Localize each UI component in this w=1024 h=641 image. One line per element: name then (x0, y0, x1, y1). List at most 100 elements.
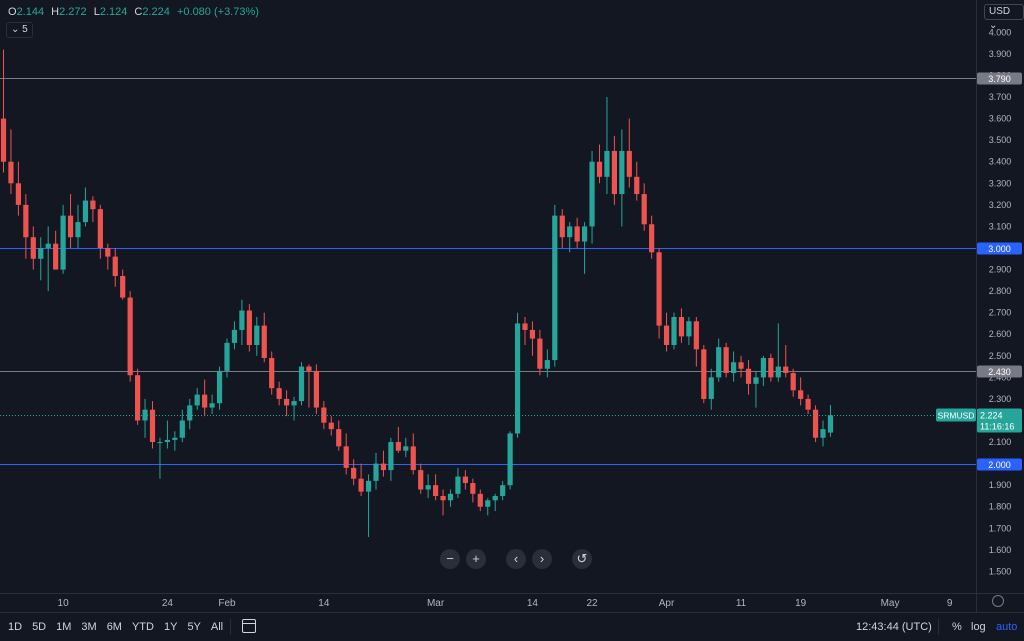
time-range-selector: 1D 5D 1M 3M 6M YTD 1Y 5Y All (8, 621, 223, 633)
utc-time[interactable]: 12:43:44 (UTC) (856, 621, 932, 633)
candle-body (678, 316, 685, 337)
indicator-toggle-button[interactable]: ⌄ 5 (6, 22, 33, 38)
candle-body (686, 321, 692, 337)
change-value: +0.080 (+3.73%) (176, 6, 259, 18)
candle-body (649, 224, 655, 253)
candle-body (298, 366, 305, 402)
candle-body (611, 150, 617, 195)
candle-body (641, 194, 647, 225)
price-tick-label: 1.700 (989, 523, 1012, 533)
price-tick-label: 3.100 (989, 221, 1012, 231)
high-value: 2.272 (59, 6, 87, 18)
candle-body (365, 480, 372, 492)
candle-body (783, 366, 789, 374)
candle-body (172, 437, 178, 440)
candle-body (604, 150, 610, 177)
candle-body (239, 310, 245, 330)
candle-body (507, 433, 513, 486)
price-tick-label: 3.900 (989, 49, 1012, 59)
time-tick-label: 19 (795, 598, 807, 609)
price-tick-label: 3.200 (989, 200, 1012, 210)
symbol-label: SRMUSD (938, 411, 975, 421)
range-all-button[interactable]: All (210, 621, 224, 633)
currency-dropdown[interactable]: USD ⌄ (984, 4, 1024, 31)
candle-body (164, 439, 170, 443)
zoom-in-button[interactable]: + (466, 549, 486, 569)
range-3m-button[interactable]: 3M (81, 621, 97, 633)
candle-body (306, 366, 312, 371)
candle-body (596, 161, 603, 177)
symbol-tag (936, 408, 976, 422)
candle-body (768, 357, 774, 378)
candle-body (358, 478, 364, 492)
price-tick-label: 1.600 (989, 545, 1012, 555)
candle-body (529, 329, 536, 339)
last-price-badge (977, 408, 1022, 433)
candle-body (440, 495, 446, 501)
level-price-label: 3.000 (988, 244, 1011, 254)
candle-body (574, 226, 580, 242)
price-tick-label: 1.800 (989, 502, 1012, 512)
time-tick-label: 11 (736, 598, 747, 609)
settings-gear-icon[interactable] (992, 595, 1004, 607)
price-tick-label: 4.000 (989, 27, 1012, 37)
price-tick-label: 2.700 (989, 308, 1012, 318)
time-tick-label: Mar (427, 598, 445, 609)
percent-scale-toggle[interactable]: % (952, 621, 962, 633)
level-price-badge (977, 72, 1022, 85)
candle-body (656, 252, 662, 326)
currency-label: USD (989, 6, 1011, 17)
time-tick-label: 24 (162, 598, 174, 609)
range-1m-button[interactable]: 1M (56, 621, 72, 633)
level-price-badge (977, 242, 1022, 255)
open-label: O (8, 6, 17, 18)
chevron-down-icon: ⌄ (11, 24, 20, 35)
scroll-right-button[interactable]: › (532, 549, 552, 569)
candle-body (224, 342, 230, 371)
range-1y-button[interactable]: 1Y (163, 621, 178, 633)
calendar-icon[interactable] (242, 619, 256, 633)
candle-body (202, 394, 208, 408)
candle-body (514, 323, 521, 434)
range-1d-button[interactable]: 1D (8, 621, 23, 633)
log-scale-toggle[interactable]: log (971, 621, 986, 633)
candle-body (209, 403, 215, 408)
candle-body (462, 476, 468, 484)
scroll-left-button[interactable]: ‹ (506, 549, 526, 569)
range-6m-button[interactable]: 6M (106, 621, 122, 633)
candle-body (410, 446, 416, 471)
candle-body (753, 377, 759, 384)
candle-body (179, 420, 185, 438)
candle-body (820, 429, 826, 438)
candle-body (105, 247, 111, 257)
price-tick-label: 3.500 (989, 135, 1012, 145)
candle-body (775, 366, 781, 378)
bar-countdown-label: 11:16:16 (980, 422, 1014, 432)
time-tick-label: 14 (318, 598, 330, 609)
plot-area[interactable] (0, 0, 976, 593)
candle-body (30, 237, 36, 259)
candle-body (231, 329, 238, 343)
candle-body (544, 360, 550, 369)
candle-body (261, 325, 267, 358)
candle-body (351, 467, 357, 479)
candle-body (380, 463, 387, 471)
candle-body (45, 243, 51, 248)
price-tick-label: 2.300 (989, 394, 1012, 404)
toolbar-divider (230, 619, 231, 635)
price-tick-label: 2.100 (989, 437, 1012, 447)
candle-body (403, 446, 409, 451)
candle-body (8, 161, 14, 184)
reset-chart-button[interactable]: ↺ (572, 549, 592, 569)
candle-body (60, 215, 66, 270)
auto-scale-toggle[interactable]: auto (996, 621, 1018, 633)
candle-body (485, 500, 491, 507)
price-tick-label: 2.800 (989, 286, 1012, 296)
candle-body (708, 377, 714, 399)
range-5y-button[interactable]: 5Y (187, 621, 201, 633)
candle-body (343, 446, 349, 468)
range-ytd-button[interactable]: YTD (131, 621, 154, 633)
zoom-out-button[interactable]: − (440, 549, 460, 569)
range-5d-button[interactable]: 5D (32, 621, 47, 633)
